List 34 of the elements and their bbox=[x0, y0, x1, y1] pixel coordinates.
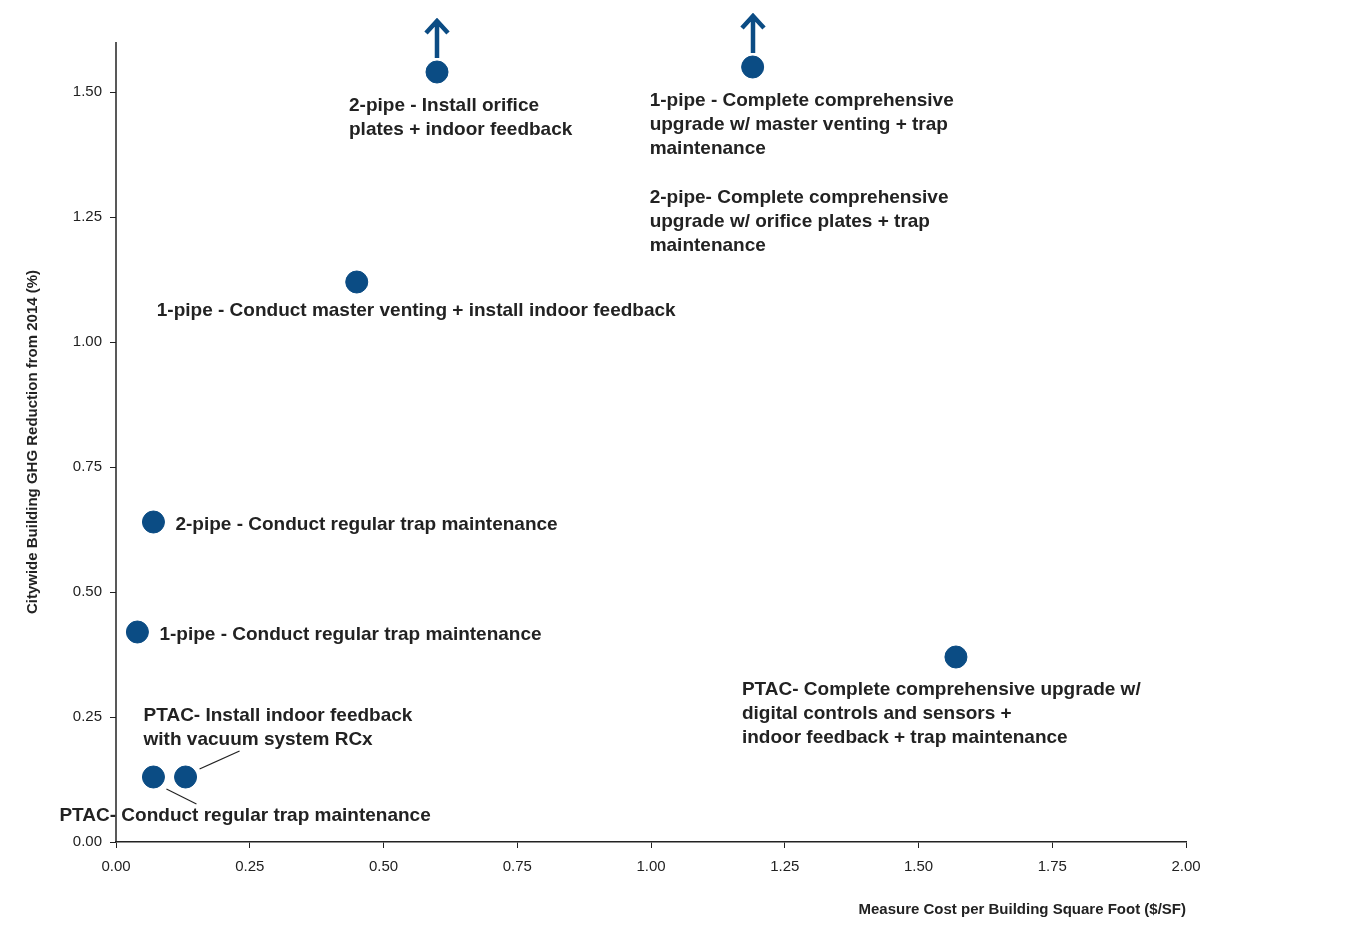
x-tick-label: 1.00 bbox=[636, 857, 666, 875]
point bbox=[141, 765, 165, 789]
point bbox=[174, 765, 198, 789]
x-tick-label: 0.50 bbox=[368, 857, 399, 875]
x-tick-label: 0.00 bbox=[101, 857, 131, 875]
point bbox=[141, 510, 165, 534]
annotation: 1-pipe - Complete comprehensive upgrade w/ master venting + trap maintenance bbox=[649, 89, 954, 159]
y-tick-label: 0.50 bbox=[72, 582, 102, 600]
annotation: PTAC- Install indoor feedback with vacuum system RCx bbox=[142, 704, 413, 750]
x-tick-label: 1.75 bbox=[1037, 857, 1067, 875]
x-tick-label: 1.50 bbox=[903, 857, 934, 875]
annotation: PTAC- Complete comprehensive upgrade w/ digital controls and sensors + indoor feedback + trap maintenance bbox=[741, 678, 1142, 748]
x-tick-label: 1.25 bbox=[770, 857, 800, 875]
x-tick-label: 2.00 bbox=[1171, 857, 1201, 875]
point bbox=[345, 270, 369, 294]
y-tick-label: 1.25 bbox=[72, 207, 102, 225]
annotation: 2-pipe- Complete comprehensive upgrade w/ orifice plates + trap maintenance bbox=[649, 186, 949, 256]
x-axis-title: Measure Cost per Building Square Foot ($/SF) bbox=[858, 900, 1186, 918]
point bbox=[741, 55, 765, 79]
annotation: 2-pipe - Conduct regular trap maintenance bbox=[175, 513, 558, 535]
y-tick-label: 0.75 bbox=[72, 457, 102, 475]
y-tick-label: 0.25 bbox=[72, 707, 102, 725]
annotation: 2-pipe - Install orifice plates + indoor feedback bbox=[349, 94, 573, 140]
y-tick-label: 1.00 bbox=[72, 332, 102, 350]
y-tick-label: 0.00 bbox=[72, 832, 102, 850]
point bbox=[425, 60, 449, 84]
x-tick-label: 0.75 bbox=[502, 857, 532, 875]
annotation: 1-pipe - Conduct master venting + install indoor feedback bbox=[156, 299, 677, 321]
point bbox=[944, 645, 968, 669]
y-tick-label: 1.50 bbox=[72, 82, 102, 100]
point bbox=[125, 620, 149, 644]
annotation: 1-pipe - Conduct regular trap maintenance bbox=[159, 623, 542, 645]
y-axis-title: Citywide Building GHG Reduction from 2014 (%) bbox=[23, 269, 41, 615]
x-tick-label: 0.25 bbox=[235, 857, 265, 875]
